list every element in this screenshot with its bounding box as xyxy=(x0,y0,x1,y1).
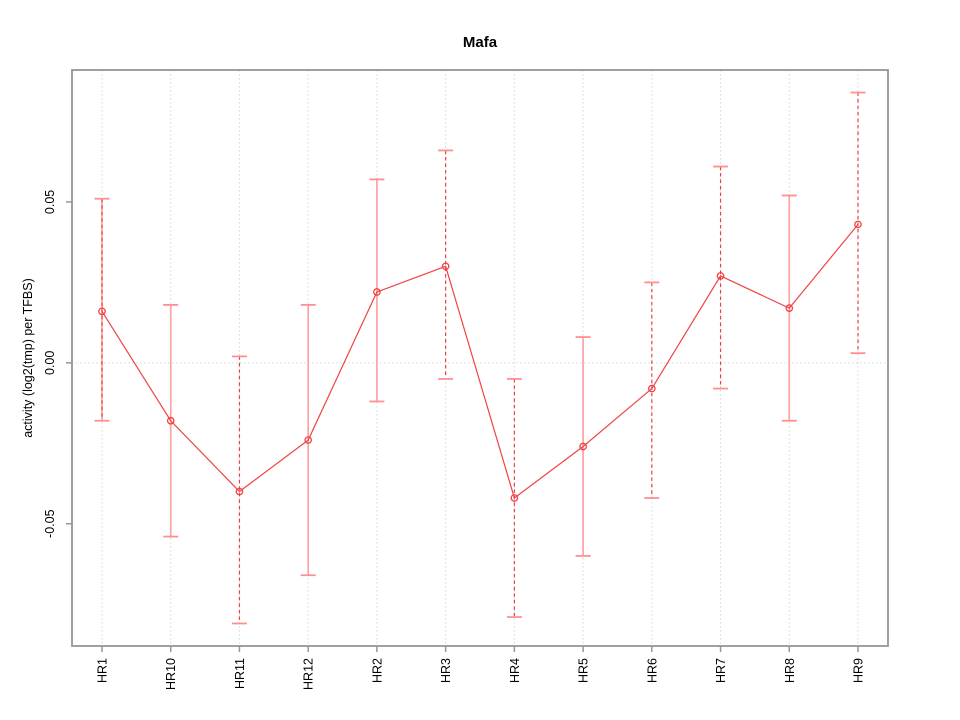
x-tick-label: HR7 xyxy=(714,658,728,683)
y-tick-label: 0.05 xyxy=(43,190,57,214)
data-point xyxy=(785,304,794,312)
x-tick-label: HR4 xyxy=(508,658,522,683)
x-tick-label: HR5 xyxy=(577,658,591,683)
data-point xyxy=(166,416,175,425)
x-tick-label: HR11 xyxy=(233,658,247,689)
data-point xyxy=(441,262,450,271)
y-tick-label: -0.05 xyxy=(43,509,57,538)
x-tick-label: HR3 xyxy=(439,658,453,683)
x-tick-label: HR1 xyxy=(96,658,110,683)
plot-frame xyxy=(71,69,889,647)
x-tick-label: HR10 xyxy=(164,658,178,690)
data-point xyxy=(716,272,725,280)
x-tick-label: HR2 xyxy=(370,658,384,683)
data-point xyxy=(373,288,381,296)
data-point xyxy=(304,436,313,444)
data-point xyxy=(510,494,519,502)
chart-title: Mafa xyxy=(462,34,498,51)
data-point xyxy=(235,487,244,496)
data-point xyxy=(98,307,106,316)
x-tick-label: HR9 xyxy=(852,658,866,683)
y-tick-label: 0.00 xyxy=(43,351,57,375)
x-tick-label: HR6 xyxy=(645,658,659,683)
data-point xyxy=(854,220,862,229)
x-tick-label: HR8 xyxy=(783,658,797,683)
x-tick-label: HR12 xyxy=(302,658,316,690)
data-point xyxy=(579,442,587,451)
series-line xyxy=(101,224,859,499)
data-point xyxy=(647,384,656,393)
